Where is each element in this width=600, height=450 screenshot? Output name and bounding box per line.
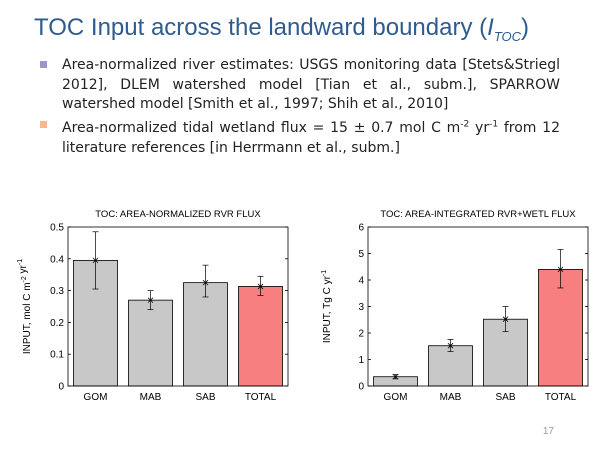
y-axis-label: INPUT, Tg C yr-1	[321, 270, 333, 343]
title-prefix: TOC Input across the landward boundary (	[34, 14, 488, 41]
bar	[183, 282, 228, 387]
y-tick-label: 4	[358, 276, 364, 287]
chart-area-normalized: TOC: AREA-NORMALIZED RVR FLUX GOM MAB SAB TO…	[17, 209, 289, 403]
y-tick-label: 2	[358, 329, 364, 340]
bar	[128, 299, 173, 387]
mean-marker	[557, 266, 564, 273]
bullet-item: Area-normalized river estimates: USGS mo…	[40, 56, 560, 115]
bullet-text-part: yr	[469, 120, 490, 137]
x-tick-label: SAB	[495, 392, 515, 403]
y-tick-label: 5	[358, 249, 364, 260]
y-tick-label: 0	[58, 382, 64, 393]
x-tick-label: SAB	[195, 392, 215, 403]
y-tick-label: 1	[358, 355, 364, 366]
bullet-marker-icon	[40, 120, 47, 128]
title-subscript: TOC	[493, 28, 522, 44]
y-tick-label: 0.3	[50, 286, 64, 297]
bullet-marker-icon	[40, 61, 47, 68]
x-tick-label: MAB	[140, 392, 162, 403]
mean-marker	[92, 257, 99, 264]
bullet-text: Area-normalized tidal wetland flux = 15 …	[62, 120, 560, 156]
bullet-item: Area-normalized tidal wetland flux = 15 …	[40, 116, 560, 159]
chart-title: TOC: AREA-NORMALIZED RVR FLUX	[95, 209, 261, 220]
mean-marker	[202, 279, 209, 286]
title-suffix: )	[521, 14, 530, 41]
x-tick-label: MAB	[440, 392, 462, 403]
page-number: 17	[542, 426, 554, 437]
bullet-list: Area-normalized river estimates: USGS mo…	[40, 56, 560, 159]
bar	[238, 286, 283, 387]
chart-area-integrated: TOC: AREA-INTEGRATED RVR+WETL FLUX GOM MAB…	[321, 209, 589, 403]
mean-marker	[447, 342, 454, 349]
mean-marker	[502, 316, 509, 323]
y-tick-label: 6	[358, 223, 364, 234]
mean-marker	[257, 283, 264, 290]
mean-marker	[392, 373, 399, 380]
y-tick-label: 0.2	[50, 318, 64, 329]
title-symbol: I	[487, 14, 494, 41]
chart-title: TOC: AREA-INTEGRATED RVR+WETL FLUX	[380, 209, 576, 220]
bullet-text: Area-normalized river estimates: USGS mo…	[62, 57, 560, 112]
bullet-text-part: Area-normalized tidal wetland flux = 15 …	[62, 120, 461, 137]
x-tick-label: TOTAL	[545, 392, 577, 403]
x-tick-label: GOM	[384, 392, 408, 403]
y-tick-label: 0.5	[50, 223, 64, 234]
mean-marker	[147, 297, 154, 303]
y-axis-label: INPUT, mol C m-2 yr-1	[17, 259, 33, 354]
slide-title: TOC Input across the landward boundary (…	[34, 14, 594, 44]
x-tick-label: GOM	[84, 392, 108, 403]
y-tick-label: 0	[358, 382, 364, 393]
plot-frame	[67, 226, 289, 387]
y-tick-label: 0.4	[50, 254, 64, 265]
y-tick-label: 0.1	[50, 350, 64, 361]
bullet-superscript: -2	[460, 119, 470, 130]
x-tick-label: TOTAL	[245, 392, 277, 403]
y-tick-label: 3	[358, 302, 364, 313]
bullet-text-part: from 12 literature references [in Herrma…	[62, 120, 560, 156]
bullet-superscript: -1	[489, 119, 499, 130]
bar	[428, 345, 473, 387]
